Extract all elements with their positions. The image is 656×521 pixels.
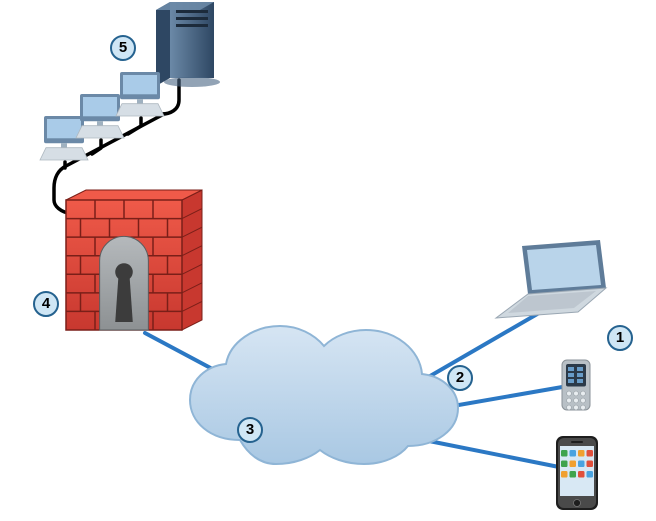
server-tower (156, 2, 220, 87)
smartphone (556, 436, 598, 510)
link-cloud-phone-large (424, 440, 564, 468)
mobile-device-small (562, 360, 590, 410)
callout-badge-1: 1 (607, 325, 633, 351)
callout-badge-5: 5 (110, 35, 136, 61)
callout-badge-4: 4 (33, 291, 59, 317)
cloud (190, 326, 458, 464)
callout-badge-2: 2 (447, 365, 473, 391)
link-pc3 (128, 118, 141, 134)
diagram-svg (0, 0, 656, 521)
network-diagram: 1 2 3 4 5 (0, 0, 656, 521)
cloud-shape (190, 326, 458, 464)
laptop (496, 240, 606, 318)
link-pc2 (92, 140, 101, 154)
firewall (66, 190, 202, 330)
callout-badge-3: 3 (237, 417, 263, 443)
